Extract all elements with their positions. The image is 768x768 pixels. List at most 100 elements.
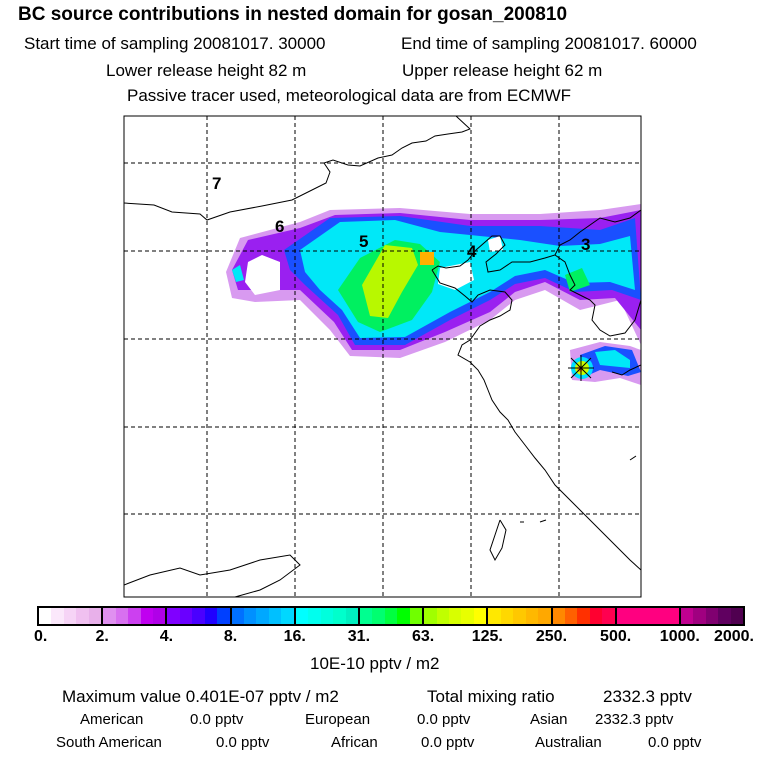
colorbar-swatch — [217, 608, 230, 624]
colorbar-swatch — [51, 608, 64, 624]
colorbar-segment — [359, 608, 425, 624]
colorbar-segment — [39, 608, 104, 624]
colorbar-swatch — [103, 608, 116, 624]
colorbar-tick-label: 2000. — [713, 628, 755, 645]
coastlines — [124, 116, 641, 597]
colorbar-swatch — [409, 608, 423, 624]
colorbar-swatch — [179, 608, 193, 624]
colorbar-segment — [680, 608, 744, 624]
colorbar-segment — [488, 608, 553, 624]
colorbar-swatch — [140, 608, 153, 624]
colorbar-swatch — [256, 608, 269, 624]
european-label: European — [305, 711, 371, 728]
colorbar-swatch — [231, 608, 244, 624]
colorbar-swatch — [76, 608, 89, 624]
colorbar-swatch — [564, 608, 578, 624]
european-value: 0.0 pptv — [417, 711, 471, 728]
colorbar-swatch — [63, 608, 77, 624]
colorbar-swatch — [461, 608, 474, 624]
african-value: 0.0 pptv — [421, 734, 475, 751]
colorbar-swatch — [629, 608, 642, 624]
colorbar-swatch — [115, 608, 129, 624]
african-label: African — [331, 734, 378, 751]
gridlines — [124, 116, 641, 597]
colorbar-swatch — [397, 608, 410, 624]
colorbar-segment — [167, 608, 232, 624]
colorbar-tick-label: 4. — [159, 628, 174, 645]
colorbar-swatch — [384, 608, 398, 624]
colorbar-tick-label: 1000. — [659, 628, 700, 645]
tracer-note: Passive tracer used, meteorological data… — [127, 86, 572, 105]
colorbar-tick-label: 125. — [471, 628, 503, 645]
colorbar-swatch — [320, 608, 334, 624]
colorbar-tick-label: 16. — [283, 628, 306, 645]
map-frame — [123, 115, 642, 598]
total-mixing-value: 2332.3 pptv — [603, 687, 692, 706]
plume-holes — [245, 236, 503, 295]
region-label-4: 4 — [467, 242, 477, 261]
colorbar-swatch — [538, 608, 551, 624]
south-american-label: South American — [56, 734, 162, 751]
colorbar-swatch — [268, 608, 282, 624]
colorbar-swatch — [192, 608, 205, 624]
colorbar-swatch — [167, 608, 180, 624]
colorbar-swatch — [128, 608, 141, 624]
colorbar-tick-label: 63. — [411, 628, 435, 645]
colorbar-swatch — [641, 608, 654, 624]
region-label-7: 7 — [212, 174, 221, 193]
american-label: American — [80, 711, 144, 728]
colorbar-swatch — [449, 608, 462, 624]
asian-label: Asian — [530, 711, 568, 728]
upper-release-height: Upper release height 62 m — [402, 61, 603, 80]
colorbar-swatch — [552, 608, 565, 624]
colorbar-swatch — [513, 608, 526, 624]
asian-value: 2332.3 pptv — [595, 711, 674, 728]
figure-title: BC source contributions in nested domain… — [18, 4, 568, 25]
colorbar-swatch — [244, 608, 257, 624]
colorbar-segment — [103, 608, 168, 624]
region-label-6: 6 — [275, 217, 284, 236]
colorbar-segment — [616, 608, 681, 624]
colorbar-swatch — [424, 608, 437, 624]
colorbar-swatch — [152, 608, 166, 624]
colorbar — [37, 606, 745, 626]
colorbar-tick-label: 8. — [223, 628, 238, 645]
max-value: Maximum value 0.401E-07 pptv / m2 — [62, 687, 339, 706]
colorbar-swatch — [525, 608, 539, 624]
colorbar-swatch — [500, 608, 514, 624]
colorbar-swatch — [654, 608, 667, 624]
colorbar-segment — [295, 608, 360, 624]
colorbar-swatch — [39, 608, 52, 624]
plume-orange-spot — [420, 252, 434, 265]
colorbar-swatch — [693, 608, 706, 624]
region-label-5: 5 — [359, 232, 368, 251]
region-label-3: 3 — [581, 235, 590, 254]
colorbar-unit: 10E-10 pptv / m2 — [310, 654, 440, 673]
australian-label: Australian — [535, 734, 602, 751]
colorbar-tick-label: 0. — [33, 628, 48, 645]
australian-value: 0.0 pptv — [648, 734, 702, 751]
colorbar-swatch — [204, 608, 218, 624]
colorbar-swatch — [705, 608, 719, 624]
american-value: 0.0 pptv — [190, 711, 244, 728]
colorbar-swatch — [333, 608, 346, 624]
colorbar-swatch — [308, 608, 321, 624]
colorbar-swatch — [589, 608, 603, 624]
end-time: End time of sampling 20081017. 60000 — [401, 34, 697, 53]
colorbar-segment — [424, 608, 489, 624]
colorbar-swatch — [359, 608, 373, 624]
colorbar-tick-label: 31. — [347, 628, 371, 645]
lower-release-height: Lower release height 82 m — [106, 61, 307, 80]
colorbar-swatch — [281, 608, 294, 624]
colorbar-swatch — [577, 608, 590, 624]
colorbar-swatch — [436, 608, 449, 624]
colorbar-swatch — [88, 608, 102, 624]
colorbar-swatch — [616, 608, 630, 624]
total-mixing-label: Total mixing ratio — [427, 687, 555, 706]
colorbar-swatch — [680, 608, 694, 624]
colorbar-tick-label: 500. — [600, 628, 632, 645]
colorbar-swatch — [295, 608, 309, 624]
colorbar-swatch — [602, 608, 615, 624]
colorbar-tick-label: 2. — [95, 628, 109, 645]
